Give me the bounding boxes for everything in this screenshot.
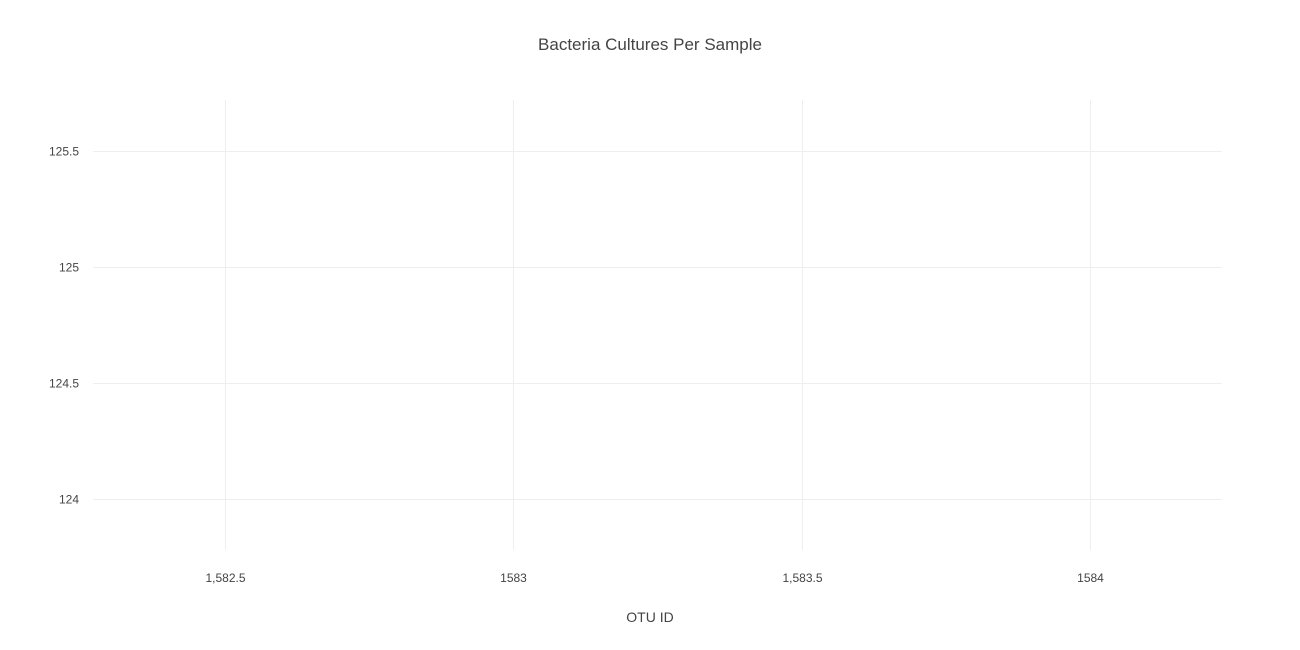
- y-tick-label: 124: [59, 493, 79, 507]
- x-axis-ticks: 1,582.5 1583 1,583.5 1584: [205, 571, 1104, 585]
- y-tick-label: 125.5: [49, 145, 79, 159]
- x-tick-label: 1,582.5: [205, 571, 245, 585]
- y-axis-ticks: 124 124.5 125 125.5: [49, 145, 79, 507]
- chart-title: Bacteria Cultures Per Sample: [538, 35, 762, 54]
- grid-layer: [93, 100, 1222, 550]
- x-axis-title: OTU ID: [626, 609, 673, 625]
- x-tick-label: 1583: [500, 571, 527, 585]
- x-tick-label: 1,583.5: [782, 571, 822, 585]
- y-tick-label: 125: [59, 261, 79, 275]
- x-tick-label: 1584: [1077, 571, 1104, 585]
- y-tick-label: 124.5: [49, 377, 79, 391]
